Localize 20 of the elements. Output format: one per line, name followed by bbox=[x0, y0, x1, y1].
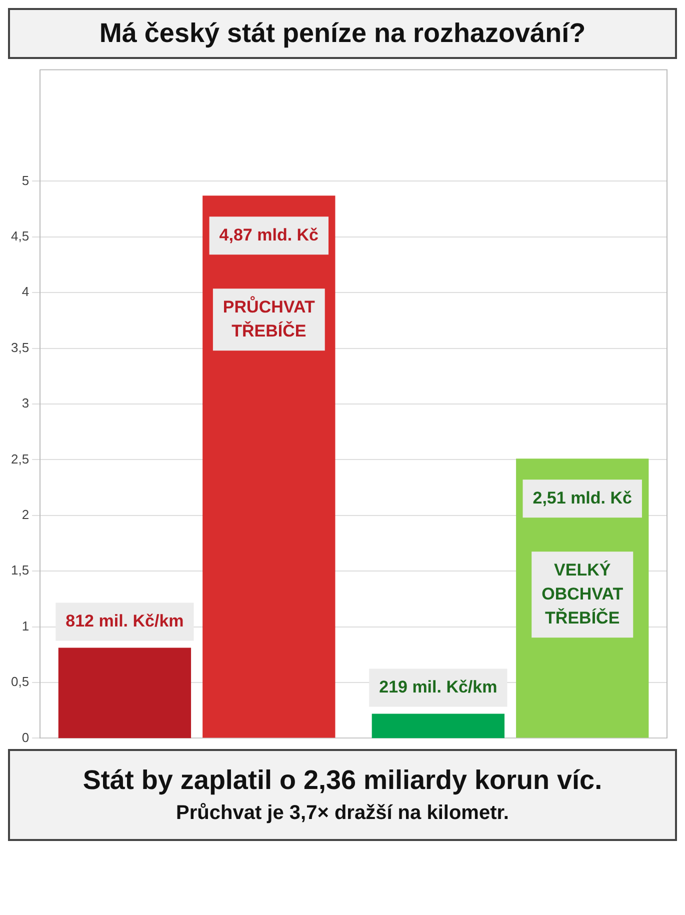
data-label: 4,87 mld. Kč bbox=[219, 225, 319, 244]
y-tick-label: 1 bbox=[22, 618, 30, 634]
y-tick-label: 1,5 bbox=[10, 562, 30, 578]
text: Průchvat je 3,7× dražší na kilometr. bbox=[175, 802, 510, 825]
y-tick-label: 0 bbox=[22, 730, 30, 745]
y-tick-label: 4,5 bbox=[10, 228, 30, 244]
y-tick-label: 5 bbox=[22, 172, 30, 188]
y-tick-label: 0,5 bbox=[10, 674, 30, 690]
chart-title: Má český stát peníze na rozhazování? bbox=[8, 8, 677, 59]
x-tick-label: VELKÝ OBCHVAT TŘEBÍČE bbox=[542, 559, 624, 628]
y-tick-label: 4 bbox=[22, 284, 30, 300]
y-tick-label: 2 bbox=[22, 506, 30, 522]
data-label: 219 mil. Kč/km bbox=[379, 677, 498, 696]
data-label: 812 mil. Kč/km bbox=[66, 611, 184, 630]
x-tick-label: PRŮCHVAT TŘEBÍČE bbox=[222, 295, 316, 340]
data-label: 2,51 mld. Kč bbox=[532, 488, 632, 508]
y-tick-label: 3 bbox=[22, 396, 30, 411]
y-tick-label: 2,5 bbox=[10, 451, 30, 466]
y-tick-label: 3,5 bbox=[10, 340, 30, 355]
text: Stát by zaplatil o 2,36 miliardy korun víc. bbox=[82, 765, 604, 796]
